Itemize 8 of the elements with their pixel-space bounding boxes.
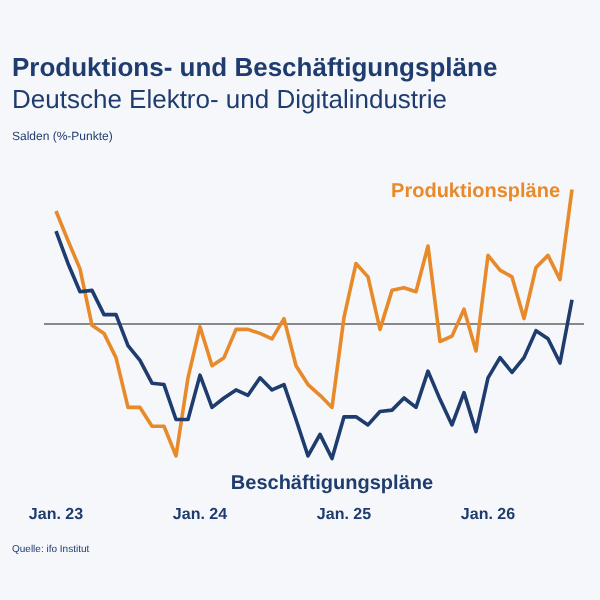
x-tick-label: Jan. 25 [316, 505, 373, 524]
x-tick-label: Jan. 24 [172, 505, 229, 524]
chart-title: Produktions- und Beschäftigungspläne [12, 52, 498, 82]
series-label: Beschäftigungspläne [230, 472, 434, 495]
x-tick-label: Jan. 23 [28, 505, 85, 524]
chart-subtitle: Deutsche Elektro- und Digitalindustrie [12, 84, 447, 114]
x-tick-label: Jan. 26 [460, 505, 517, 524]
series-label: Produktionspläne [391, 180, 561, 203]
